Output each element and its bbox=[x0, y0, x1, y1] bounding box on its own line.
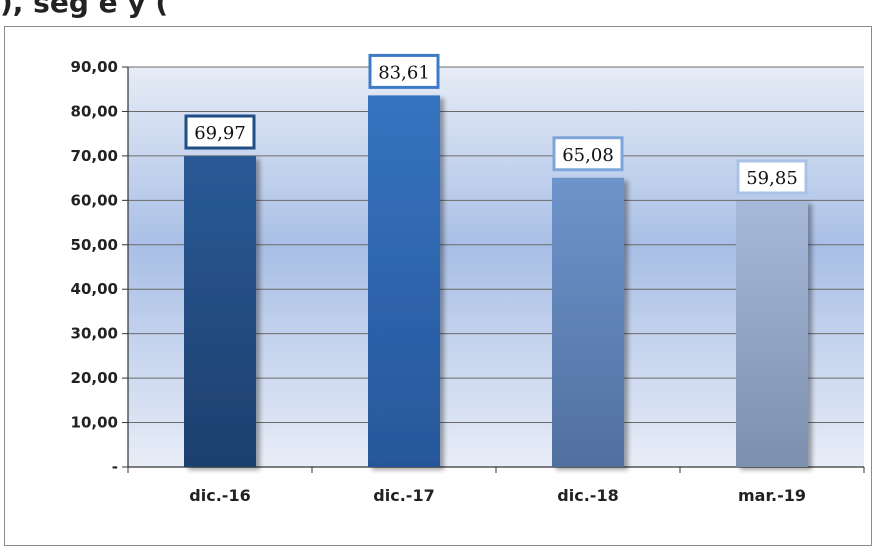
bar-dic.-17 bbox=[368, 95, 440, 468]
y-tick-label: 70,00 bbox=[71, 147, 118, 165]
y-tick-label: 10,00 bbox=[71, 414, 118, 432]
data-label-box bbox=[368, 53, 440, 89]
x-category-label: dic.-16 bbox=[189, 486, 250, 505]
data-label: 59,85 bbox=[746, 168, 798, 189]
y-tick-label: 40,00 bbox=[71, 280, 118, 298]
x-category-label: dic.-18 bbox=[557, 486, 618, 505]
chart-title-fragment: ), seg e y ( bbox=[0, 0, 169, 19]
y-tick-label: 30,00 bbox=[71, 325, 118, 343]
y-tick-label: 50,00 bbox=[71, 236, 118, 254]
y-tick-label: 60,00 bbox=[71, 191, 118, 209]
data-label-box bbox=[552, 136, 624, 172]
data-label: 69,97 bbox=[194, 123, 246, 144]
bar-mar.-19 bbox=[736, 201, 808, 467]
bar-dic.-16 bbox=[184, 156, 256, 467]
y-tick-label: 20,00 bbox=[71, 369, 118, 387]
data-label-box bbox=[736, 159, 808, 195]
x-category-label: mar.-19 bbox=[738, 486, 806, 505]
data-label: 83,61 bbox=[378, 62, 430, 83]
y-tick-label: - bbox=[112, 458, 118, 476]
data-label-box bbox=[184, 114, 256, 150]
y-tick-label: 80,00 bbox=[71, 102, 118, 120]
data-label: 65,08 bbox=[562, 145, 614, 166]
bar-dic.-18 bbox=[552, 177, 624, 467]
x-category-label: dic.-17 bbox=[373, 486, 434, 505]
y-tick-label: 90,00 bbox=[71, 58, 118, 76]
